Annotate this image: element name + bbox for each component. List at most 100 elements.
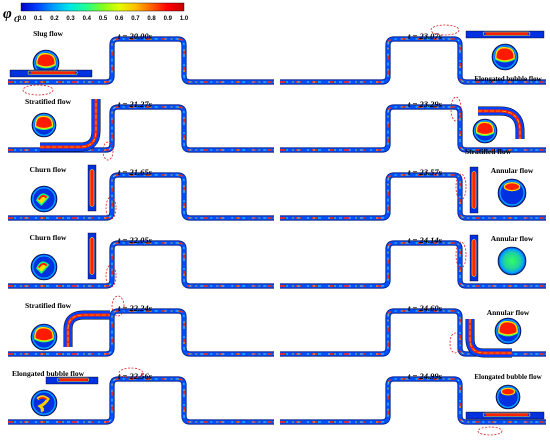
segment-interface bbox=[27, 70, 78, 75]
pipe-segment-inset bbox=[469, 234, 479, 282]
flow-regime-label: Elongated bubble flow bbox=[474, 373, 542, 381]
pipe-mixing-zone bbox=[280, 310, 546, 355]
cross-section bbox=[30, 323, 58, 351]
pipe-segment-inset bbox=[87, 232, 97, 280]
flow-regime-label: Annular flow bbox=[487, 308, 530, 317]
flow-regime-label: Stratified flow bbox=[465, 147, 512, 156]
cross-section bbox=[494, 317, 522, 345]
colorbar-scale bbox=[20, 2, 185, 12]
gas-bubble bbox=[500, 387, 516, 396]
gas-region bbox=[495, 46, 515, 62]
highlight-marker bbox=[22, 84, 54, 96]
left-panel: t = 21.65s Churn flow bbox=[8, 164, 274, 221]
segment-gas bbox=[89, 237, 95, 275]
time-label: t = 24.99s bbox=[408, 371, 443, 381]
time-label: t = 24.14s bbox=[408, 235, 443, 245]
cross-section-annular bbox=[497, 246, 527, 276]
right-panel: t = 24.99s Elongated bubble flow bbox=[280, 371, 546, 436]
flow-regime-label: Elongated bubble flow bbox=[12, 369, 85, 378]
time-label: t = 24.60s bbox=[408, 303, 443, 313]
colorbar: φ G 0.0 0.1 0.2 0.3 0.4 0.5 0.6 0.7 0.8 0.9 1.0 bbox=[3, 2, 189, 24]
colorbar-tick-label: 0.4 bbox=[83, 16, 92, 22]
cross-section-film bbox=[32, 391, 56, 415]
gas-region bbox=[34, 115, 54, 130]
pipe-gas-slugs bbox=[8, 106, 274, 151]
pipe-segment-inset bbox=[9, 69, 93, 78]
time-label: t = 22.05s bbox=[118, 235, 153, 245]
left-panel: t = 22.56s Elongated bubble flow bbox=[8, 367, 274, 425]
gas-liquid-interface bbox=[35, 64, 57, 69]
colorbar-symbol: φ bbox=[3, 6, 12, 22]
colorbar-tick-label: 0.9 bbox=[164, 16, 173, 22]
segment-gas bbox=[30, 71, 76, 74]
cross-section bbox=[472, 118, 498, 144]
highlight-marker bbox=[455, 241, 467, 269]
colorbar-tick-label: 0.8 bbox=[147, 16, 156, 22]
pipe-mixing-zone bbox=[280, 242, 546, 287]
cross-section-film bbox=[32, 187, 56, 211]
gas-region bbox=[34, 326, 54, 342]
cross-section-film bbox=[499, 180, 525, 206]
colorbar-tick-label: 0.1 bbox=[34, 16, 43, 22]
flow-regime-label: Stratified flow bbox=[25, 97, 72, 106]
gas-bubble-core bbox=[38, 397, 48, 401]
cross-section-film bbox=[493, 45, 517, 69]
gas-core-peak bbox=[37, 262, 48, 269]
segment-gas bbox=[89, 169, 95, 207]
pipe-gas-slugs bbox=[8, 242, 274, 287]
time-label: t = 22.56s bbox=[118, 371, 153, 381]
segment-gas bbox=[59, 378, 88, 381]
gas-bubble bbox=[36, 395, 50, 413]
cross-section bbox=[497, 246, 527, 276]
cross-section-film bbox=[33, 114, 55, 136]
time-label: t = 22.24s bbox=[118, 303, 153, 313]
cross-section bbox=[491, 43, 519, 71]
highlight-marker bbox=[430, 24, 460, 36]
left-panel: t = 21.27s Stratified flow bbox=[8, 97, 274, 161]
cross-section bbox=[30, 185, 58, 213]
segment-interface bbox=[482, 31, 531, 36]
elbow-segment-inset bbox=[40, 99, 101, 152]
cross-section-film bbox=[497, 386, 519, 408]
colorbar-tick-label: 1.0 bbox=[180, 16, 189, 22]
cross-section bbox=[31, 112, 57, 138]
cross-section-film bbox=[496, 319, 520, 343]
right-panel: t = 24.60s Annular flow bbox=[280, 303, 546, 358]
cross-section-film bbox=[32, 325, 56, 349]
highlight-marker bbox=[477, 426, 503, 436]
segment-interface bbox=[482, 412, 531, 417]
pipe-segment-inset bbox=[465, 30, 545, 39]
flow-regime-label: Churn flow bbox=[30, 165, 67, 174]
segment-gas bbox=[485, 32, 529, 35]
left-panel: t = 22.24s Stratified flow bbox=[8, 295, 274, 357]
gas-core-peak bbox=[37, 194, 48, 201]
left-panel: t = 20.00s Slug flow bbox=[8, 29, 274, 96]
right-panel: t = 23.07s Elongated bubble flow bbox=[280, 24, 546, 85]
colorbar-tick-label: 0.5 bbox=[99, 16, 108, 22]
pipe-mixing-zone bbox=[280, 378, 546, 423]
colorbar-subscript: G bbox=[14, 15, 20, 24]
time-label: t = 21.65s bbox=[118, 167, 153, 177]
cross-section bbox=[495, 384, 521, 410]
time-label: t = 23.57s bbox=[408, 167, 443, 177]
elbow-gas bbox=[40, 99, 98, 149]
gas-liquid-interface bbox=[497, 332, 519, 337]
cross-section bbox=[497, 178, 527, 208]
elbow-segment-inset bbox=[465, 319, 512, 358]
pipe-gas-slugs bbox=[8, 174, 274, 219]
pipe-gas-slugs bbox=[8, 378, 274, 423]
colorbar-tick-label: 0.7 bbox=[131, 16, 140, 22]
segment-interface bbox=[57, 377, 89, 382]
elbow-interface bbox=[469, 319, 512, 354]
gas-liquid-interface bbox=[34, 126, 54, 130]
cross-section-film bbox=[474, 120, 496, 142]
segment-gas bbox=[471, 239, 477, 277]
elbow-segment-inset bbox=[478, 106, 525, 139]
cross-section bbox=[30, 389, 58, 417]
right-panel: t = 24.14s Annular flow bbox=[280, 234, 546, 289]
panels: t = 20.00s Slug flow t = 23.07s Elongated b… bbox=[8, 24, 546, 436]
gas-liquid-interface bbox=[33, 338, 55, 343]
highlight-marker bbox=[455, 173, 467, 201]
pipe-segment-inset bbox=[87, 164, 97, 212]
